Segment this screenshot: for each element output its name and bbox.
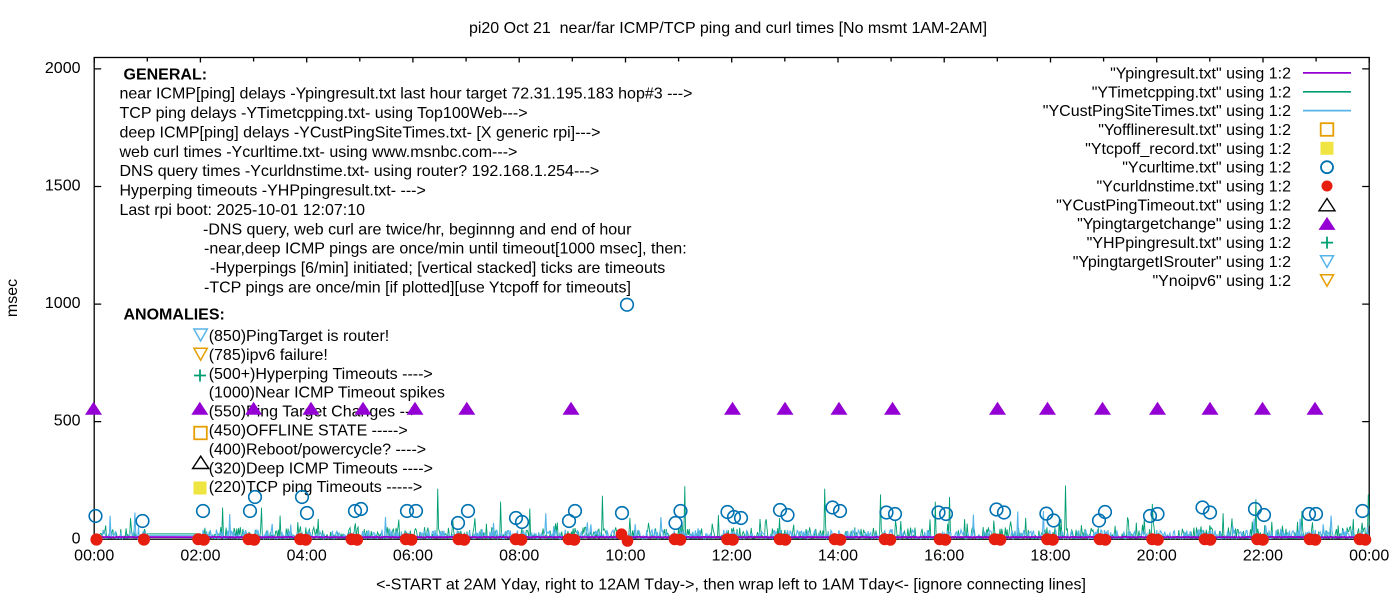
svg-text:GENERAL:: GENERAL: (124, 66, 208, 83)
svg-text:-Hyperpings [6/min] initiated;: -Hyperpings [6/min] initiated; [vertical… (210, 260, 665, 277)
svg-text:"YCustPingSiteTimes.txt" using: "YCustPingSiteTimes.txt" using 1:2 (1043, 103, 1291, 120)
svg-text:02:00: 02:00 (180, 548, 220, 565)
svg-text:(500+)Hyperping Timeouts ---->: (500+)Hyperping Timeouts ----> (209, 366, 433, 383)
svg-text:2000: 2000 (45, 60, 81, 77)
svg-text:0: 0 (72, 530, 81, 547)
svg-text:14:00: 14:00 (818, 548, 858, 565)
svg-text:-TCP pings are once/min [if pl: -TCP pings are once/min [if plotted][use… (204, 279, 631, 296)
svg-text:"Ypingtargetchange" using 1:2: "Ypingtargetchange" using 1:2 (1077, 216, 1291, 233)
svg-text:"Ynoipv6" using 1:2: "Ynoipv6" using 1:2 (1152, 273, 1291, 290)
svg-text:"Ytcpoff_record.txt" using 1:2: "Ytcpoff_record.txt" using 1:2 (1085, 141, 1291, 158)
svg-text:<-START at 2AM Yday, right to: <-START at 2AM Yday, right to 12AM Tday-… (376, 577, 1086, 594)
svg-text:"Ycurltime.txt" using 1:2: "Ycurltime.txt" using 1:2 (1122, 160, 1291, 177)
svg-text:1500: 1500 (45, 178, 81, 195)
svg-text:"YTimetcpping.txt" using 1:2: "YTimetcpping.txt" using 1:2 (1092, 84, 1291, 101)
svg-text:web curl times -Ycurltime.txt-: web curl times -Ycurltime.txt- using www… (119, 144, 518, 161)
svg-text:500: 500 (54, 413, 81, 430)
svg-text:"YCustPingTimeout.txt" using 1: "YCustPingTimeout.txt" using 1:2 (1056, 197, 1291, 214)
svg-text:-DNS query, web curl are twice: -DNS query, web curl are twice/hr, begin… (203, 221, 632, 238)
svg-text:(400)Reboot/powercycle? ---->: (400)Reboot/powercycle? ----> (209, 441, 426, 458)
svg-text:00:00: 00:00 (74, 548, 114, 565)
svg-text:TCP ping delays -YTimetcpping.: TCP ping delays -YTimetcpping.txt- using… (120, 105, 528, 122)
svg-text:12:00: 12:00 (712, 548, 752, 565)
svg-text:"Ycurldnstime.txt" using 1:2: "Ycurldnstime.txt" using 1:2 (1096, 179, 1291, 196)
svg-text:22:00: 22:00 (1243, 548, 1283, 565)
svg-text:-near,deep ICMP pings are once: -near,deep ICMP pings are once/min until… (204, 241, 687, 258)
svg-text:DNS query times -Ycurldnstime.: DNS query times -Ycurldnstime.txt- using… (120, 163, 600, 180)
svg-text:"Ypingresult.txt" using 1:2: "Ypingresult.txt" using 1:2 (1110, 65, 1291, 82)
svg-text:(1000)Near ICMP Timeout spikes: (1000)Near ICMP Timeout spikes (209, 385, 445, 402)
svg-text:"YHPpingresult.txt" using 1:2: "YHPpingresult.txt" using 1:2 (1087, 235, 1291, 252)
svg-text:00:00: 00:00 (1349, 548, 1389, 565)
svg-text:"YpingtargetISrouter" using 1:: "YpingtargetISrouter" using 1:2 (1073, 254, 1291, 271)
svg-text:10:00: 10:00 (605, 548, 645, 565)
svg-text:04:00: 04:00 (287, 548, 327, 565)
svg-text:(450)OFFLINE STATE ----->: (450)OFFLINE STATE -----> (209, 423, 408, 440)
svg-text:Hyperping timeouts -YHPpingres: Hyperping timeouts -YHPpingresult.txt- -… (120, 183, 426, 200)
svg-text:(850)PingTarget is router!: (850)PingTarget is router! (209, 328, 390, 345)
svg-text:(320)Deep ICMP Timeouts ---->: (320)Deep ICMP Timeouts ----> (209, 460, 433, 477)
svg-text:(220)TCP ping Timeouts ----->: (220)TCP ping Timeouts -----> (209, 479, 423, 496)
svg-text:deep ICMP[ping] delays -YCustP: deep ICMP[ping] delays -YCustPingSiteTim… (120, 124, 601, 141)
svg-text:08:00: 08:00 (499, 548, 539, 565)
svg-text:06:00: 06:00 (393, 548, 433, 565)
svg-text:ANOMALIES:: ANOMALIES: (124, 307, 225, 324)
svg-text:msec: msec (4, 279, 21, 317)
svg-text:16:00: 16:00 (924, 548, 964, 565)
svg-text:"Yofflineresult.txt" using 1:2: "Yofflineresult.txt" using 1:2 (1098, 122, 1291, 139)
svg-text:near ICMP[ping] delays -Ypingr: near ICMP[ping] delays -Ypingresult.txt … (120, 86, 693, 103)
svg-text:18:00: 18:00 (1030, 548, 1070, 565)
svg-text:(785)ipv6 failure!: (785)ipv6 failure! (209, 347, 328, 364)
svg-text:Last rpi boot: 2025-10-01 12:0: Last rpi boot: 2025-10-01 12:07:10 (120, 202, 366, 219)
svg-text:1000: 1000 (45, 295, 81, 312)
svg-text:20:00: 20:00 (1137, 548, 1177, 565)
svg-text:pi20 Oct 21 near/far ICMP/TCP: pi20 Oct 21 near/far ICMP/TCP ping and c… (469, 20, 987, 37)
